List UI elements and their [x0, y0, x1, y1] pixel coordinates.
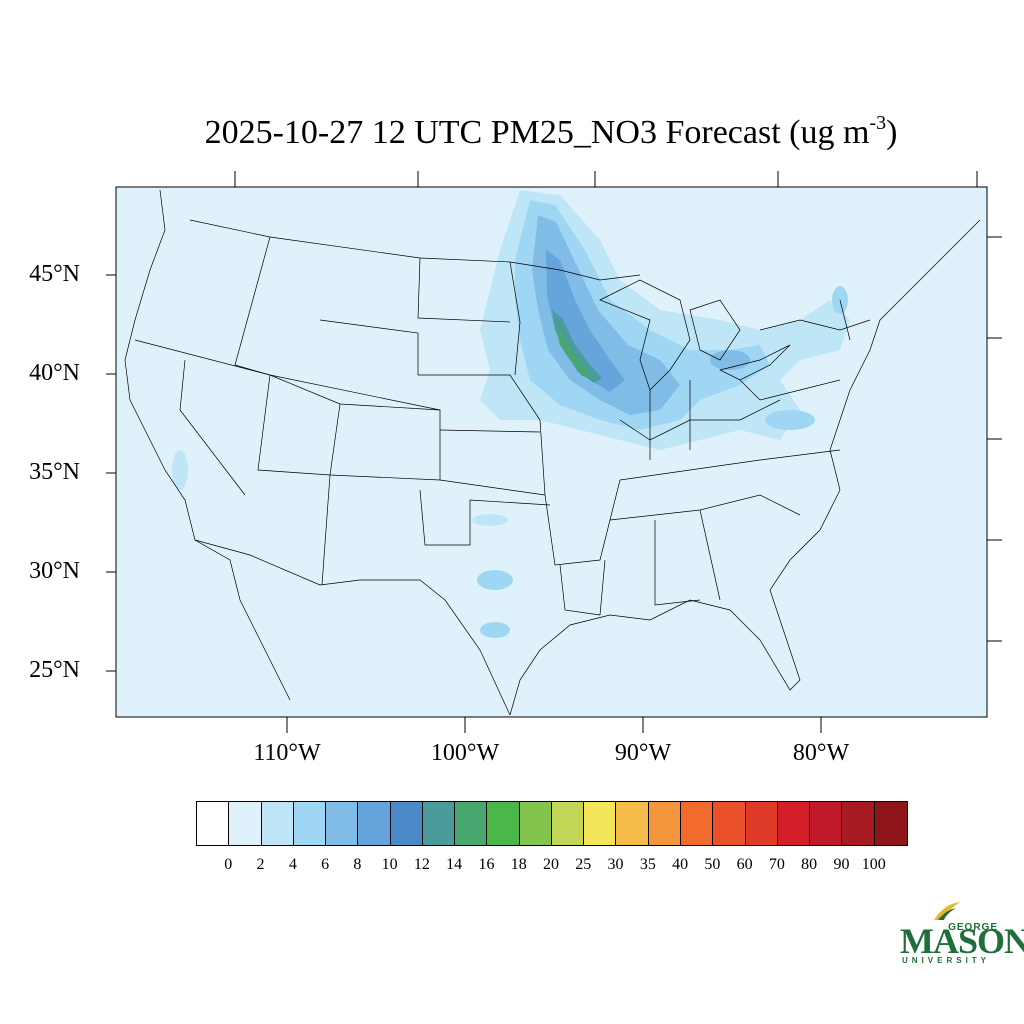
colorbar-label: 0 — [224, 856, 233, 873]
colorbar-swatch — [390, 802, 423, 845]
colorbar-swatch — [745, 802, 778, 845]
lon-label-100: 100°W — [430, 740, 500, 766]
title-superscript: -3 — [869, 112, 887, 134]
logo-mason: MASON — [900, 921, 1024, 961]
colorbar-label: 6 — [321, 856, 330, 873]
colorbar-label: 10 — [381, 856, 398, 873]
colorbar-label: 12 — [413, 856, 430, 873]
patch-texas-coast — [480, 622, 510, 638]
colorbar-label: 25 — [575, 856, 592, 873]
map-frame — [115, 186, 988, 718]
colorbar-swatch — [648, 802, 681, 845]
colorbar-swatch — [713, 802, 746, 845]
boundaries — [124, 189, 981, 716]
colorbar-swatch — [455, 802, 488, 845]
map-title: 2025-10-27 12 UTC PM25_NO3 Forecast (ug … — [0, 112, 1024, 152]
patch-california — [172, 450, 188, 490]
title-close: ) — [886, 114, 898, 151]
colorbar-label: 20 — [543, 856, 559, 873]
colorbar-swatch — [229, 802, 262, 845]
lon-label-110: 110°W — [253, 740, 321, 766]
colorbar-label: 16 — [478, 856, 495, 873]
lon-label-90: 90°W — [614, 740, 672, 766]
plume-level-8 — [546, 250, 625, 392]
colorbar-label: 8 — [353, 856, 362, 873]
plume-level-16 — [556, 328, 590, 378]
colorbar-label: 50 — [704, 856, 721, 873]
lat-label-30: 30°N — [29, 558, 80, 584]
colorbar-swatch — [842, 802, 875, 845]
colorbar-swatch — [422, 802, 456, 845]
colorbar-label: 35 — [639, 856, 656, 873]
lat-label-40: 40°N — [29, 360, 80, 386]
patch-ohio — [710, 350, 750, 370]
gmu-logo: GEORGE MASON UNIVERSITY — [898, 900, 1024, 970]
colorbar-swatch — [487, 802, 520, 845]
plume-level-12 — [552, 310, 602, 383]
logo-george: GEORGE — [948, 922, 998, 933]
colorbar-label: 70 — [768, 856, 785, 873]
colorbar-swatch — [777, 802, 811, 845]
colorbar-label: 18 — [510, 856, 527, 873]
flame-icon — [934, 902, 960, 920]
lat-label-45: 45°N — [29, 261, 80, 287]
colorbar-swatch — [584, 802, 617, 845]
colorbar-label: 90 — [833, 856, 850, 873]
colorbar — [196, 801, 908, 846]
bottom-ticks — [286, 717, 822, 733]
colorbar-label: 2 — [256, 856, 265, 873]
colorbar-swatch — [326, 802, 359, 845]
colorbar-label: 30 — [607, 856, 624, 873]
lat-label-35: 35°N — [29, 459, 80, 485]
colorbar-label: 60 — [736, 856, 753, 873]
colorbar-swatch — [551, 802, 585, 845]
colorbar-swatch — [680, 802, 714, 845]
right-ticks — [987, 236, 1002, 642]
top-ticks — [234, 171, 978, 187]
colorbar-swatch — [874, 802, 907, 845]
colorbar-label: 100 — [861, 856, 886, 873]
colorbar-swatch — [293, 802, 327, 845]
colorbar-swatch — [616, 802, 649, 845]
colorbar-labels: 0 2 4 6 8 10 12 14 16 18 20 25 30 35 40 50 60 70 80 90 100 — [196, 856, 916, 876]
lon-label-80: 80°W — [792, 740, 850, 766]
colorbar-label: 80 — [801, 856, 818, 873]
colorbar-swatch — [519, 802, 552, 845]
patch-oklahoma — [472, 514, 508, 526]
patch-texas — [477, 570, 513, 590]
colorbar-label: 14 — [446, 856, 463, 873]
colorbar-swatch — [197, 802, 230, 845]
colorbar-swatch — [261, 802, 294, 845]
colorbar-label: 4 — [288, 856, 297, 873]
colorbar-swatch — [358, 802, 391, 845]
logo-university: UNIVERSITY — [902, 956, 991, 965]
colorbar-label: 40 — [672, 856, 689, 873]
lat-label-25: 25°N — [29, 657, 80, 683]
plume-level-6 — [532, 215, 680, 415]
patch-virginia — [765, 410, 815, 430]
title-text: 2025-10-27 12 UTC PM25_NO3 Forecast (ug … — [204, 114, 870, 151]
colorbar-swatch — [810, 802, 843, 845]
lat-ticks — [106, 274, 116, 672]
